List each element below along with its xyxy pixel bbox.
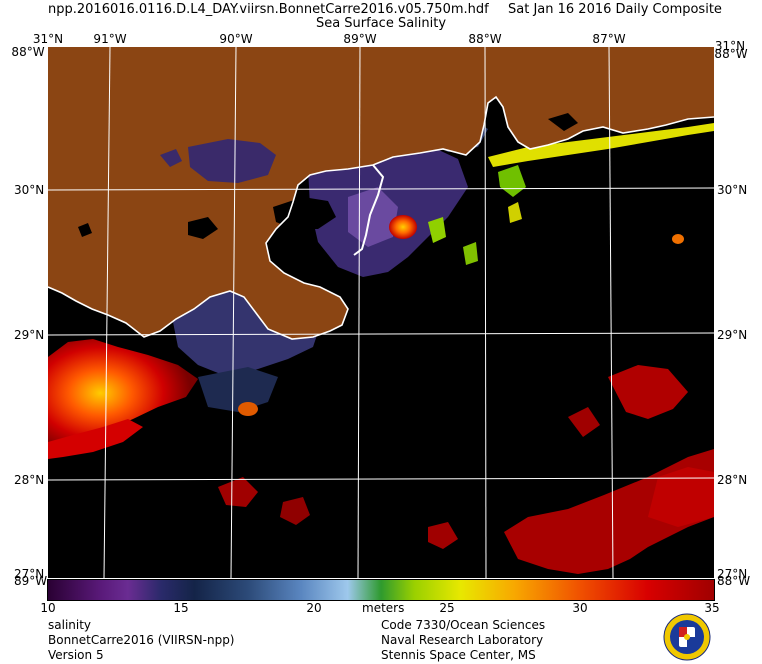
salinity-patch: [672, 234, 684, 244]
version-label: Version 5: [48, 648, 104, 662]
salinity-colorbar: [47, 579, 715, 601]
salinity-patch: [488, 123, 714, 167]
salinity-patch: [428, 217, 446, 243]
corner-lat-label: 31°N: [32, 32, 64, 46]
salinity-patch: [280, 497, 310, 525]
salinity-patch: [238, 402, 258, 416]
colorbar-tick: 35: [704, 601, 720, 615]
lat-label: 29°N: [14, 328, 45, 342]
lat-label: 30°N: [717, 183, 748, 197]
colorbar-tick: 15: [173, 601, 189, 615]
gridline-lon-90: [230, 47, 237, 578]
corner-lat-label: 27°N: [717, 567, 748, 581]
corner-lat-label: 27°N: [14, 567, 45, 581]
lake: [188, 217, 218, 239]
land-mass: [48, 47, 714, 339]
coastline: [48, 95, 714, 340]
nrl-seal-icon: [663, 613, 711, 661]
gridline-lon-89: [357, 47, 361, 578]
org-name: Naval Research Laboratory: [381, 633, 544, 647]
lon-label: 89°W: [343, 32, 377, 46]
lon-label: 90°W: [219, 32, 253, 46]
corner-lon-label: 88°W: [714, 47, 748, 61]
salinity-patch: [389, 215, 417, 239]
colorbar-units: meters: [362, 601, 405, 615]
product-name: salinity: [48, 618, 92, 632]
salinity-patch: [508, 202, 522, 223]
colorbar-tick: 30: [572, 601, 588, 615]
lat-label: 29°N: [717, 328, 748, 342]
lon-label: 88°W: [468, 32, 502, 46]
org-code: Code 7330/Ocean Sciences: [381, 618, 546, 632]
lake: [548, 113, 578, 131]
org-location: Stennis Space Center, MS: [381, 648, 536, 662]
salinity-patch: [568, 407, 600, 437]
gridline-lon-87: [608, 47, 614, 578]
lake: [188, 139, 276, 183]
corner-lon-label: 89°W: [14, 574, 48, 588]
file-name: npp.2016016.0116.D.L4_DAY.viirsn.BonnetC…: [48, 2, 489, 17]
lake: [78, 223, 92, 237]
salinity-patch: [48, 419, 143, 459]
lon-label: 91°W: [93, 32, 127, 46]
composite-date: Sat Jan 16 2016 Daily Composite: [508, 2, 722, 17]
gridline-lat-30: [48, 187, 714, 191]
salinity-patch: [348, 187, 398, 247]
region-sensor: BonnetCarre2016 (VIIRSN-npp): [48, 633, 235, 647]
colorbar-tick: 10: [40, 601, 56, 615]
corner-lon-label: 88°W: [11, 45, 45, 59]
coastline: [353, 164, 385, 256]
lat-label: 28°N: [14, 473, 45, 487]
graticule: [48, 47, 714, 578]
salinity-patch: [428, 522, 458, 549]
lake: [273, 197, 336, 229]
salinity-patch: [198, 367, 278, 412]
salinity-patch: [648, 467, 714, 527]
colorbar-tick: 20: [306, 601, 322, 615]
gridline-lat-29: [48, 332, 714, 336]
lat-label: 28°N: [717, 473, 748, 487]
colorbar-tick: 25: [439, 601, 455, 615]
product-title: Sea Surface Salinity: [315, 16, 447, 31]
lake: [160, 149, 182, 167]
gridline-lat-28: [48, 477, 714, 481]
lon-label: 87°W: [592, 32, 626, 46]
salinity-patch: [463, 242, 478, 265]
salinity-map: [48, 47, 714, 578]
corner-lon-label: 88°W: [717, 574, 751, 588]
corner-lat-label: 31°N: [714, 39, 746, 53]
salinity-patch: [218, 477, 258, 507]
salinity-patch: [608, 365, 688, 419]
salinity-patch: [48, 339, 198, 447]
gridline-lon-88: [484, 47, 487, 578]
gridline-lon-91: [103, 47, 111, 578]
lat-label: 30°N: [14, 183, 45, 197]
